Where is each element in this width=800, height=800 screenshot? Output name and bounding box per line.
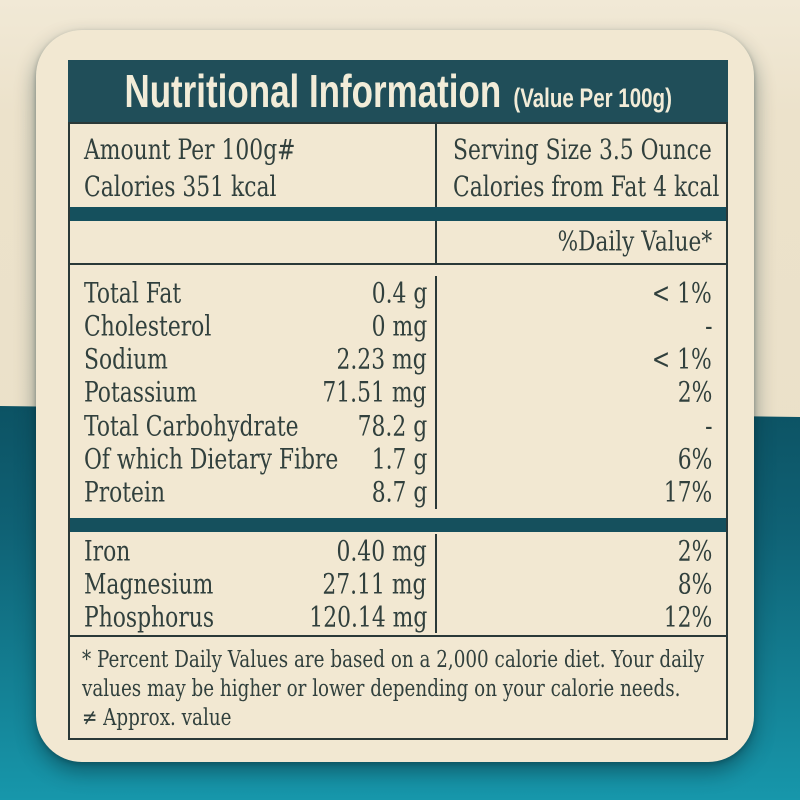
daily-value-header-cell: %Daily Value* xyxy=(437,221,726,263)
mineral-dv: 2% xyxy=(677,534,712,567)
nutrient-label: Sodium xyxy=(84,342,168,376)
serving-size-cell: Serving Size 3.5 Ounce Calories from Fat… xyxy=(437,124,726,207)
table-row: Cholesterol 0 mg - xyxy=(70,309,726,343)
mineral-amount: 120.14 mg xyxy=(308,600,427,633)
title-bar: Nutritional Information (Value Per 100g) xyxy=(68,60,728,122)
nutrient-amount: 0 mg xyxy=(371,309,427,343)
mineral-label: Phosphorus xyxy=(84,600,215,633)
nutrient-amount: 2.23 mg xyxy=(336,342,427,376)
table-row: Iron 0.40 mg 2% xyxy=(70,534,726,567)
mineral-dv: 8% xyxy=(677,567,712,600)
nutrient-label: Of which Dietary Fibre xyxy=(84,442,339,476)
nutrient-dv: 6% xyxy=(677,442,712,476)
nutrient-label: Potassium xyxy=(84,375,197,409)
serving-size-text: Serving Size 3.5 Ounce xyxy=(453,133,712,166)
nutrient-dv: - xyxy=(704,409,712,443)
nutrient-amount: 71.51 mg xyxy=(322,375,427,409)
nutrient-amount: 1.7 g xyxy=(371,442,427,476)
nutrient-dv: < 1% xyxy=(652,276,712,310)
nutrition-label-card: Nutritional Information (Value Per 100g)… xyxy=(36,30,754,762)
amount-per-text: Amount Per 100g# xyxy=(84,133,296,166)
nutrients-section: Total Fat 0.4 g < 1% Cholesterol 0 mg - So… xyxy=(70,265,726,518)
mineral-amount: 0.40 mg xyxy=(336,534,427,567)
footnote-section: * Percent Daily Values are based on a 2,… xyxy=(70,637,726,738)
serving-info-row: Amount Per 100g# Calories 351 kcal Servi… xyxy=(70,124,726,207)
title-line: Nutritional Information (Value Per 100g) xyxy=(124,64,671,118)
nutrient-label: Cholesterol xyxy=(84,309,212,343)
nutrient-dv: 17% xyxy=(663,475,712,509)
mineral-amount: 27.11 mg xyxy=(322,567,427,600)
nutrient-amount: 78.2 g xyxy=(357,409,427,443)
nutrient-label: Total Fat xyxy=(84,276,182,310)
serving-size-line: Serving Size 3.5 Ounce xyxy=(437,133,726,170)
table-row: Of which Dietary Fibre 1.7 g 6% xyxy=(70,442,726,476)
table-row: Sodium 2.23 mg < 1% xyxy=(70,342,726,376)
table-row: Total Carbohydrate 78.2 g - xyxy=(70,409,726,443)
teal-separator-1 xyxy=(70,207,726,221)
teal-separator-2 xyxy=(70,518,726,532)
footnote-line-1: * Percent Daily Values are based on a 2,… xyxy=(82,645,705,673)
daily-value-empty-cell xyxy=(70,221,437,263)
table-row: Total Fat 0.4 g < 1% xyxy=(70,276,726,310)
nutrient-amount: 0.4 g xyxy=(371,276,427,310)
calories-text: Calories 351 kcal xyxy=(84,170,277,203)
table-row: Phosphorus 120.14 mg 12% xyxy=(70,600,726,633)
calories-line: Calories 351 kcal xyxy=(70,170,435,207)
page-title: Nutritional Information xyxy=(124,65,502,117)
nutrient-dv: < 1% xyxy=(652,342,712,376)
mineral-label: Iron xyxy=(84,534,131,567)
title-subtitle: (Value Per 100g) xyxy=(513,83,672,113)
mineral-dv: 12% xyxy=(663,600,712,633)
nutrient-dv: - xyxy=(704,309,712,343)
minerals-section: Iron 0.40 mg 2% Magnesium 27.11 mg 8% Phos… xyxy=(70,532,726,637)
calories-fat-line: Calories from Fat 4 kcal xyxy=(437,170,726,207)
nutrient-dv: 2% xyxy=(677,375,712,409)
daily-value-header-row: %Daily Value* xyxy=(70,221,726,265)
table-row: Magnesium 27.11 mg 8% xyxy=(70,567,726,600)
daily-value-header: %Daily Value* xyxy=(557,226,712,258)
amount-per-cell: Amount Per 100g# Calories 351 kcal xyxy=(70,124,437,207)
footnote-line-2: values may be higher or lower depending … xyxy=(82,674,681,702)
mineral-label: Magnesium xyxy=(84,567,214,600)
table-row: Protein 8.7 g 17% xyxy=(70,475,726,509)
amount-per-line: Amount Per 100g# xyxy=(70,133,435,170)
nutrition-table: Amount Per 100g# Calories 351 kcal Servi… xyxy=(68,122,728,740)
footnote-line-3: ≠ Approx. value xyxy=(82,703,232,731)
nutrient-label: Protein xyxy=(84,475,166,509)
table-row: Potassium 71.51 mg 2% xyxy=(70,375,726,410)
calories-fat-text: Calories from Fat 4 kcal xyxy=(453,170,720,203)
nutrient-label: Total Carbohydrate xyxy=(84,409,299,443)
nutrient-amount: 8.7 g xyxy=(371,475,427,509)
